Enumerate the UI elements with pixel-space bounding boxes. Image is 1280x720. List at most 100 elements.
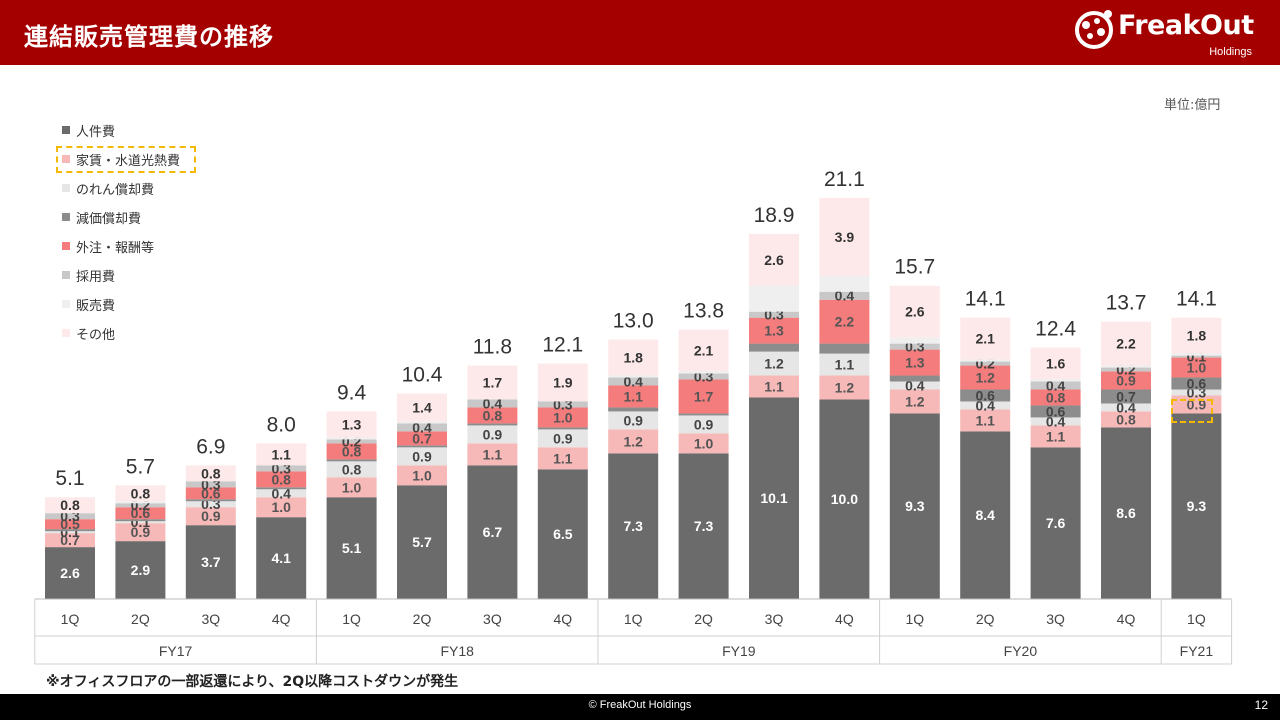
bar-segment bbox=[608, 411, 659, 430]
bar-segment bbox=[1171, 355, 1222, 358]
segment-value-label: 8.6 bbox=[1116, 505, 1136, 521]
segment-value-label: 1.1 bbox=[483, 446, 503, 462]
bar-segment bbox=[819, 299, 870, 344]
bar-segment bbox=[819, 291, 870, 300]
segment-value-label: 0.7 bbox=[60, 532, 80, 548]
legend-label: 採用費 bbox=[76, 270, 116, 285]
bar-segment bbox=[467, 365, 518, 400]
segment-value-label: 1.1 bbox=[271, 446, 291, 462]
bar-segment bbox=[537, 469, 588, 599]
segment-value-label: 2.2 bbox=[835, 314, 855, 330]
segment-value-label: 0.8 bbox=[1046, 389, 1066, 405]
bar-segment bbox=[397, 447, 447, 466]
bar-segment bbox=[889, 285, 940, 338]
fiscal-year-label: FY18 bbox=[440, 643, 474, 659]
quarter-tick-label: 4Q bbox=[1117, 611, 1136, 627]
legend-swatch bbox=[62, 329, 70, 337]
quarter-tick-label: 4Q bbox=[272, 611, 291, 627]
legend-swatch bbox=[62, 213, 70, 221]
segment-value-label: 1.3 bbox=[905, 355, 925, 371]
bar-segment bbox=[115, 501, 166, 504]
bar-segment bbox=[960, 401, 1011, 410]
bar-segment bbox=[326, 459, 377, 462]
bar-segment bbox=[467, 443, 518, 466]
bar-segment bbox=[960, 359, 1011, 362]
bar-segment bbox=[1171, 357, 1222, 378]
total-value-label: 5.1 bbox=[55, 467, 84, 490]
header-bar: 連結販売管理費の推移 FreakOut Holdings bbox=[0, 0, 1280, 65]
bar-segment bbox=[115, 485, 166, 502]
quarter-tick-label: 1Q bbox=[624, 611, 643, 627]
bar-segment bbox=[397, 423, 447, 432]
total-value-label: 21.1 bbox=[824, 168, 865, 191]
segment-value-label: 3.7 bbox=[201, 554, 221, 570]
bar-segment bbox=[467, 425, 518, 444]
bar-segment bbox=[1101, 403, 1151, 412]
segment-value-label: 1.4 bbox=[412, 399, 432, 415]
segment-value-label: 0.8 bbox=[342, 461, 362, 477]
segment-value-label: 0.9 bbox=[201, 508, 221, 524]
segment-value-label: 7.3 bbox=[623, 518, 643, 534]
segment-value-label: 2.6 bbox=[905, 304, 925, 320]
segment-value-label: 10.1 bbox=[760, 490, 787, 506]
segment-value-label: 2.2 bbox=[1116, 336, 1136, 352]
segment-value-label: 0.7 bbox=[412, 430, 432, 446]
bar-segment bbox=[185, 501, 236, 508]
bar-segment bbox=[467, 423, 518, 426]
quarter-tick-label: 2Q bbox=[131, 611, 150, 627]
legend-swatch bbox=[62, 184, 70, 192]
bar-segment bbox=[185, 507, 236, 526]
bar-segment bbox=[326, 477, 377, 498]
bar-segment bbox=[749, 311, 799, 318]
bar-segment bbox=[115, 519, 166, 522]
bar-segment bbox=[678, 453, 729, 599]
quarter-tick-label: 3Q bbox=[765, 611, 784, 627]
segment-value-label: 8.4 bbox=[975, 507, 995, 523]
total-value-label: 5.7 bbox=[126, 455, 155, 478]
total-value-label: 11.8 bbox=[473, 336, 512, 359]
segment-value-label: 0.9 bbox=[131, 524, 151, 540]
bar-segment bbox=[537, 407, 588, 428]
bar-segment bbox=[537, 401, 588, 408]
segment-value-label: 6.5 bbox=[553, 526, 573, 542]
segment-value-label: 0.6 bbox=[1187, 376, 1207, 392]
quarter-tick-label: 3Q bbox=[201, 611, 220, 627]
segment-value-label: 1.1 bbox=[553, 450, 573, 466]
bar-segment bbox=[889, 375, 940, 382]
segment-value-label: 0.8 bbox=[483, 407, 503, 423]
quarter-tick-label: 1Q bbox=[1187, 611, 1206, 627]
bar-segment bbox=[326, 461, 377, 478]
segment-value-label: 0.8 bbox=[201, 465, 221, 481]
fiscal-year-label: FY19 bbox=[722, 643, 756, 659]
bar-segment bbox=[608, 385, 659, 408]
segment-value-label: 4.1 bbox=[271, 550, 291, 566]
bar-segment bbox=[1101, 367, 1151, 372]
bar-segment bbox=[960, 389, 1011, 402]
segment-value-label: 1.1 bbox=[975, 412, 995, 428]
bar-segment bbox=[678, 433, 729, 454]
quarter-tick-label: 1Q bbox=[342, 611, 361, 627]
bar-segment bbox=[115, 503, 166, 508]
bar-segment bbox=[115, 507, 166, 520]
page-number: 12 bbox=[1254, 698, 1268, 712]
segment-value-label: 7.6 bbox=[1046, 515, 1066, 531]
segment-value-label: 1.1 bbox=[764, 379, 784, 395]
legend-label: 販売費 bbox=[76, 299, 116, 314]
segment-value-label: 1.9 bbox=[553, 375, 573, 391]
segment-value-label: 0.8 bbox=[271, 471, 291, 487]
total-value-label: 13.7 bbox=[1106, 292, 1147, 315]
segment-value-label: 1.2 bbox=[905, 393, 925, 409]
segment-value-label: 6.7 bbox=[483, 524, 503, 540]
bar-segment bbox=[467, 399, 518, 408]
bar-segment bbox=[185, 465, 236, 482]
bar-segment bbox=[819, 197, 870, 276]
segment-value-label: 1.1 bbox=[1046, 428, 1066, 444]
segment-value-label: 0.8 bbox=[1116, 411, 1136, 427]
bar-segment bbox=[256, 489, 307, 498]
segment-value-label: 0.8 bbox=[342, 443, 362, 459]
legend-label: 減価償却費 bbox=[76, 212, 142, 227]
total-value-label: 18.9 bbox=[754, 204, 795, 227]
quarter-tick-label: 1Q bbox=[61, 611, 80, 627]
segment-value-label: 1.2 bbox=[623, 433, 643, 449]
bar-segment bbox=[115, 541, 166, 599]
